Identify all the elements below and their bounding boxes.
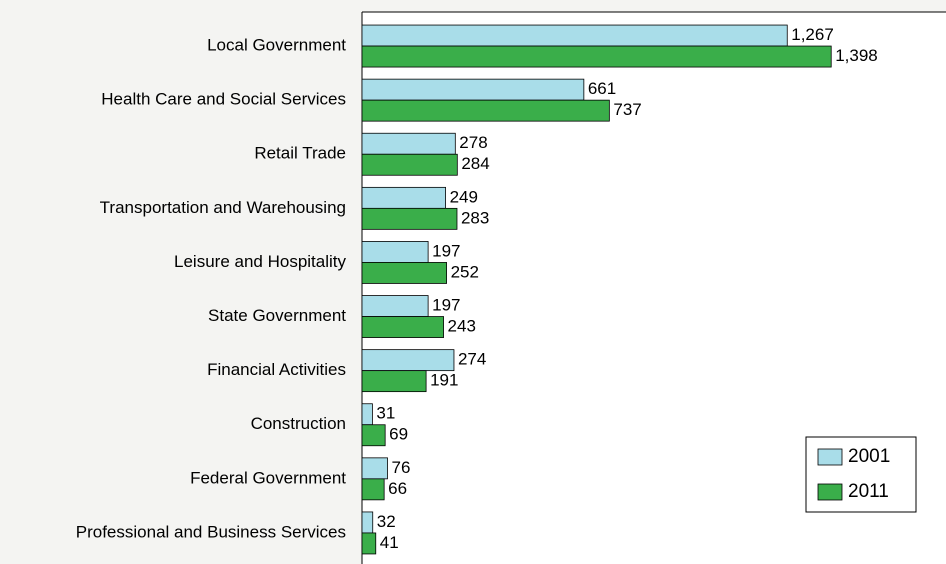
bar (361, 532, 377, 555)
legend-swatch (817, 448, 843, 466)
bar (361, 478, 385, 501)
bar (361, 241, 429, 263)
bar (361, 403, 373, 426)
y-tick-label: Leisure and Hospitality (174, 252, 346, 271)
data-label: 249 (450, 187, 478, 206)
data-label: 737 (613, 100, 641, 119)
bar (361, 262, 447, 284)
data-label: 1,267 (791, 25, 834, 44)
data-label: 197 (432, 241, 460, 260)
bar (361, 349, 455, 372)
data-label: 283 (461, 208, 489, 227)
y-tick-label: Local Government (207, 36, 346, 55)
data-label: 31 (376, 404, 395, 423)
data-label: 197 (432, 296, 460, 315)
bar (361, 370, 427, 393)
bar (361, 45, 832, 68)
y-tick-label: State Government (208, 306, 346, 325)
data-label: 76 (392, 458, 411, 477)
data-label: 69 (389, 425, 408, 444)
data-label: 1,398 (835, 46, 878, 65)
data-label: 41 (380, 533, 399, 552)
y-tick-label: Financial Activities (207, 360, 346, 379)
bar (361, 207, 458, 230)
bar (361, 457, 388, 480)
data-label: 274 (458, 350, 486, 369)
bar (361, 153, 458, 176)
data-label: 191 (430, 371, 458, 390)
bar (361, 24, 788, 47)
legend-swatch (817, 483, 843, 501)
y-tick-label: Construction (251, 414, 346, 433)
bar (361, 424, 386, 447)
data-label: 661 (588, 79, 616, 98)
bar (361, 316, 444, 338)
data-label: 32 (377, 512, 396, 531)
bar (361, 511, 374, 534)
y-tick-label: Health Care and Social Services (101, 90, 346, 109)
data-label: 243 (448, 317, 476, 336)
legend-label: 2001 (848, 446, 890, 467)
data-label: 252 (451, 262, 479, 281)
bar (361, 186, 446, 209)
data-label: 66 (388, 479, 407, 498)
bar (361, 78, 585, 101)
data-label: 278 (459, 133, 487, 152)
legend-label: 2011 (848, 481, 889, 502)
bar (361, 132, 456, 155)
bar (361, 99, 610, 122)
y-tick-label: Transportation and Warehousing (100, 198, 346, 217)
bar (361, 295, 429, 317)
y-tick-label: Retail Trade (254, 144, 346, 163)
data-label: 284 (461, 154, 489, 173)
y-tick-label: Federal Government (190, 468, 346, 487)
y-tick-label: Professional and Business Services (76, 522, 346, 541)
